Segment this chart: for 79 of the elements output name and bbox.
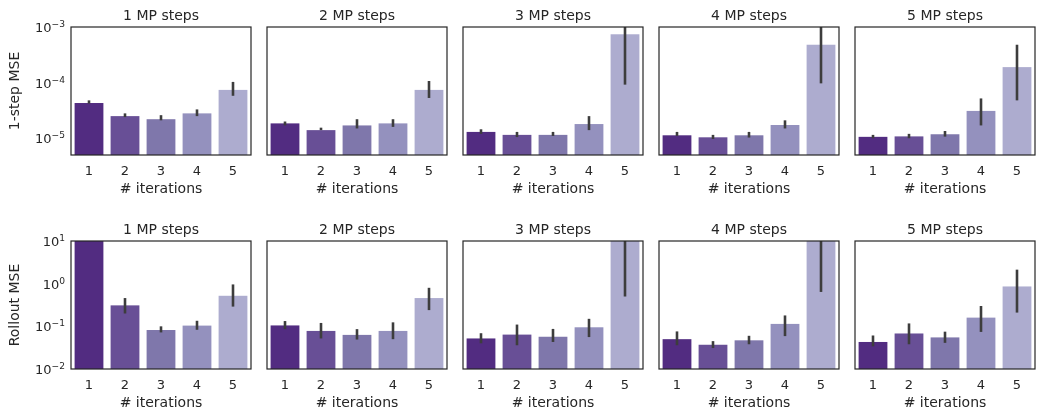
y-axis-title: 1-step MSE: [6, 51, 22, 131]
chart-title: 1 MP steps: [123, 7, 199, 23]
x-axis-title: # iterations: [315, 180, 399, 196]
chart-title: 5 MP steps: [907, 7, 983, 23]
x-tick-label: 3: [744, 377, 754, 392]
x-tick-label: 2: [904, 377, 914, 392]
x-tick-label: 4: [780, 163, 790, 178]
x-tick-label: 4: [976, 377, 986, 392]
x-tick-label: 1: [672, 163, 682, 178]
x-tick-label: 3: [940, 163, 950, 178]
x-tick-label: 2: [316, 377, 326, 392]
x-tick-label: 5: [424, 163, 434, 178]
y-axis-title: Rollout MSE: [6, 263, 22, 347]
x-tick-label: 5: [228, 163, 238, 178]
x-tick-label: 1: [672, 377, 682, 392]
x-tick-label: 5: [816, 377, 826, 392]
x-tick-label: 2: [512, 163, 522, 178]
x-tick-label: 5: [1012, 163, 1022, 178]
x-tick-label: 2: [512, 377, 522, 392]
x-axis-title: # iterations: [903, 394, 987, 410]
x-axis-title: # iterations: [903, 180, 987, 196]
x-tick-label: 2: [708, 163, 718, 178]
x-tick-label: 4: [388, 163, 398, 178]
x-tick-label: 1: [868, 163, 878, 178]
chart-title: 4 MP steps: [711, 221, 787, 237]
x-axis-title: # iterations: [511, 180, 595, 196]
x-tick-label: 2: [120, 377, 130, 392]
x-tick-label: 3: [548, 163, 558, 178]
x-axis-title: # iterations: [119, 180, 203, 196]
y-tick-label: 10$^{−1}$: [35, 318, 65, 335]
y-tick-label: 10$^{−5}$: [35, 130, 65, 147]
x-tick-label: 5: [1012, 377, 1022, 392]
y-tick-label: 10$^{0}$: [42, 275, 66, 292]
x-axis-title: # iterations: [707, 180, 791, 196]
chart-title: 2 MP steps: [319, 7, 395, 23]
x-tick-label: 1: [280, 377, 290, 392]
y-tick-label: 10$^{−3}$: [35, 19, 66, 35]
chart-title: 3 MP steps: [515, 221, 591, 237]
x-axis-title: # iterations: [511, 394, 595, 410]
x-tick-label: 4: [388, 377, 398, 392]
chart-title: 5 MP steps: [907, 221, 983, 237]
x-tick-label: 3: [548, 377, 558, 392]
x-axis-title: # iterations: [315, 394, 399, 410]
x-tick-label: 5: [620, 163, 630, 178]
x-tick-label: 1: [280, 163, 290, 178]
x-tick-label: 5: [620, 377, 630, 392]
x-tick-label: 2: [708, 377, 718, 392]
x-tick-label: 5: [424, 377, 434, 392]
x-tick-label: 2: [120, 163, 130, 178]
chart-title: 3 MP steps: [515, 7, 591, 23]
x-tick-label: 4: [584, 163, 594, 178]
x-tick-label: 2: [904, 163, 914, 178]
chart-title: 4 MP steps: [711, 7, 787, 23]
chart-title: 2 MP steps: [319, 221, 395, 237]
x-tick-label: 3: [156, 163, 166, 178]
x-tick-label: 1: [476, 163, 486, 178]
x-tick-label: 3: [352, 377, 362, 392]
x-tick-label: 1: [868, 377, 878, 392]
x-tick-label: 2: [316, 163, 326, 178]
x-tick-label: 3: [156, 377, 166, 392]
x-tick-label: 4: [584, 377, 594, 392]
x-tick-label: 1: [84, 377, 94, 392]
x-tick-label: 1: [476, 377, 486, 392]
x-tick-label: 4: [976, 163, 986, 178]
y-tick-label: 10$^{−2}$: [35, 361, 65, 377]
y-tick-label: 10$^{1}$: [42, 233, 65, 249]
x-tick-label: 3: [940, 377, 950, 392]
x-tick-label: 4: [192, 163, 202, 178]
x-tick-label: 4: [192, 377, 202, 392]
x-axis-title: # iterations: [707, 394, 791, 410]
x-tick-label: 3: [744, 163, 754, 178]
x-tick-label: 3: [352, 163, 362, 178]
x-axis-title: # iterations: [119, 394, 203, 410]
x-tick-label: 5: [228, 377, 238, 392]
x-tick-label: 4: [780, 377, 790, 392]
x-tick-label: 1: [84, 163, 94, 178]
chart-title: 1 MP steps: [123, 221, 199, 237]
y-tick-label: 10$^{−4}$: [35, 74, 66, 91]
x-tick-label: 5: [816, 163, 826, 178]
